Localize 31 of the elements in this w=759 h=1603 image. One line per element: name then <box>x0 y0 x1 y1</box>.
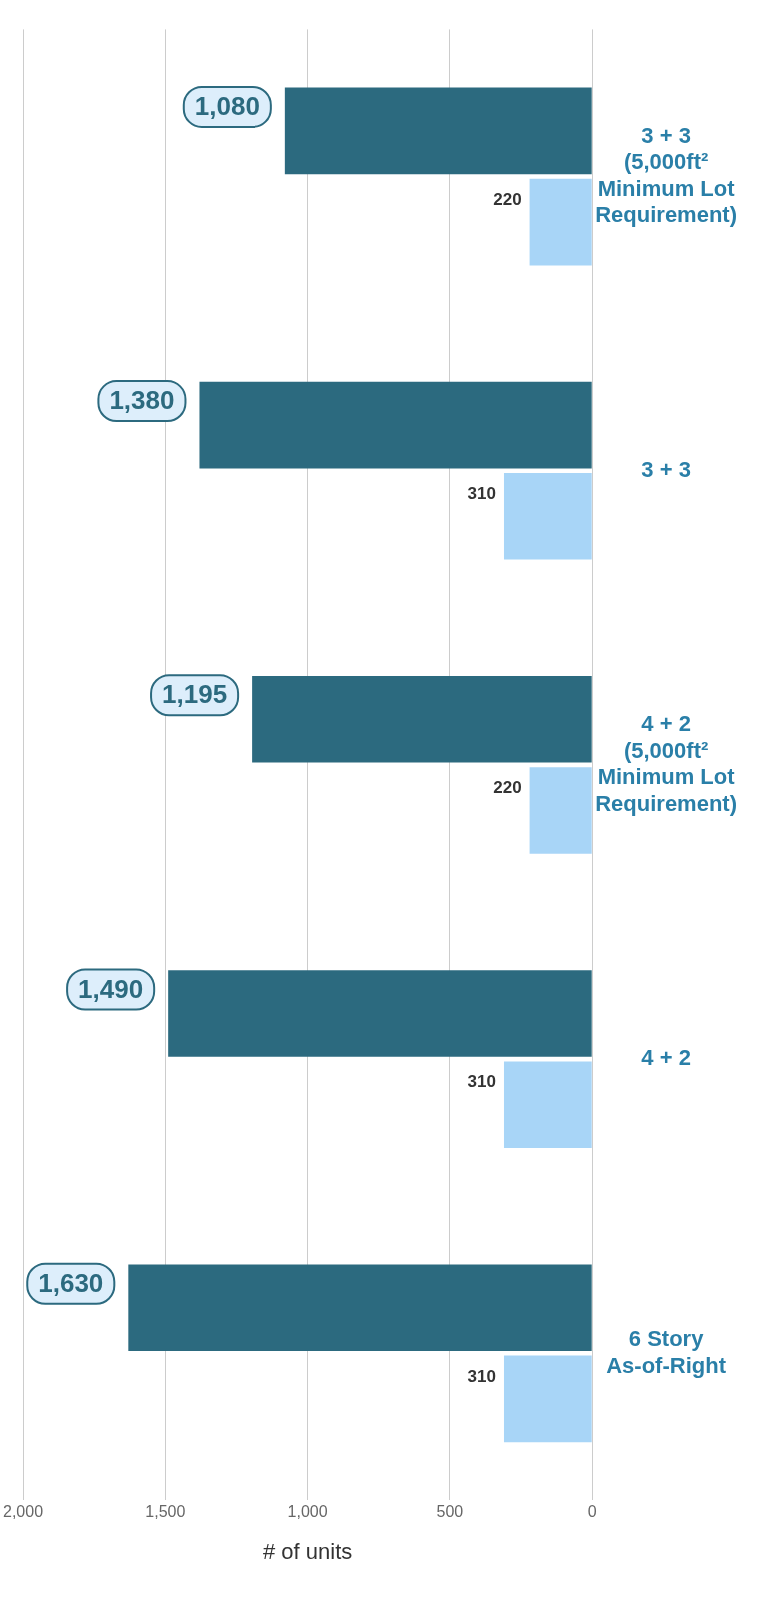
data-label: 310 <box>467 483 496 503</box>
data-label: 220 <box>493 778 522 798</box>
data-label: 1,630 <box>38 1267 104 1298</box>
y-tick-label: 4 + 2 (5,000ft² Minimum Lot Requirement) <box>595 711 737 816</box>
x-axis-title: # of units <box>262 1538 353 1564</box>
y-tick-label: 3 + 3 <box>641 456 691 482</box>
data-label: 310 <box>467 1072 496 1092</box>
data-label: 1,195 <box>162 679 228 710</box>
bar <box>503 1355 592 1443</box>
bar <box>252 675 592 763</box>
bar <box>503 1061 592 1149</box>
x-tick-label: 500 <box>436 1503 464 1521</box>
bar <box>199 381 592 469</box>
bar <box>503 472 592 560</box>
bar <box>284 87 592 175</box>
bar <box>529 767 592 854</box>
y-tick-label: 3 + 3 (5,000ft² Minimum Lot Requirement) <box>595 122 737 228</box>
data-label: 1,380 <box>109 385 175 416</box>
x-tick-label: 0 <box>587 1503 597 1521</box>
data-label: 310 <box>467 1366 496 1386</box>
x-tick-label: 2,000 <box>3 1503 44 1521</box>
bar <box>529 178 592 266</box>
bar <box>168 970 592 1057</box>
x-tick-label: 1,500 <box>145 1503 186 1521</box>
y-tick-label: 6 Story As-of-Right <box>606 1326 727 1378</box>
bar <box>128 1264 592 1352</box>
data-label: 1,080 <box>194 91 260 122</box>
x-tick-label: 1,000 <box>287 1503 328 1521</box>
data-label: 1,490 <box>78 973 144 1004</box>
data-label: 220 <box>493 189 522 209</box>
y-tick-label: 4 + 2 <box>641 1045 691 1071</box>
